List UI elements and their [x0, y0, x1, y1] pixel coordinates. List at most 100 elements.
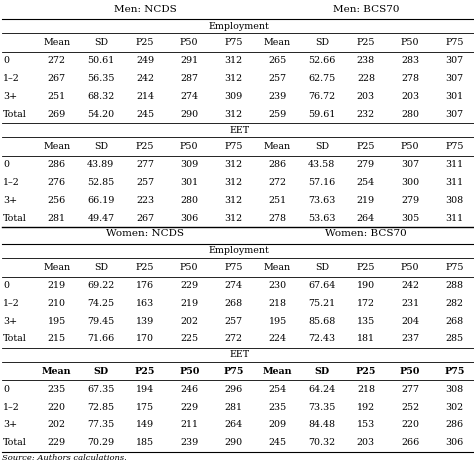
Text: 239: 239 — [268, 92, 287, 101]
Text: 79.45: 79.45 — [87, 316, 115, 326]
Text: 283: 283 — [401, 56, 419, 66]
Text: 84.48: 84.48 — [308, 420, 335, 430]
Text: 67.64: 67.64 — [308, 281, 336, 290]
Text: 252: 252 — [401, 402, 419, 412]
Text: Mean: Mean — [43, 142, 70, 151]
Text: 290: 290 — [224, 438, 243, 447]
Text: P50: P50 — [401, 263, 419, 272]
Text: 288: 288 — [445, 281, 463, 290]
Text: P75: P75 — [445, 38, 464, 47]
Text: 311: 311 — [445, 160, 464, 169]
Text: 210: 210 — [48, 299, 66, 308]
Text: 307: 307 — [445, 74, 464, 83]
Text: 291: 291 — [180, 56, 198, 66]
Text: 282: 282 — [445, 299, 463, 308]
Text: 3+: 3+ — [3, 420, 18, 430]
Text: 306: 306 — [180, 213, 198, 223]
Text: 285: 285 — [445, 334, 464, 344]
Text: 272: 272 — [224, 334, 242, 344]
Text: 286: 286 — [47, 160, 66, 169]
Text: 1–2: 1–2 — [3, 74, 20, 83]
Text: 195: 195 — [47, 316, 66, 326]
Text: 231: 231 — [401, 299, 419, 308]
Text: 49.47: 49.47 — [87, 213, 114, 223]
Text: 286: 286 — [445, 420, 464, 430]
Text: 76.72: 76.72 — [308, 92, 335, 101]
Text: 296: 296 — [224, 385, 243, 394]
Text: 242: 242 — [136, 74, 154, 83]
Text: 269: 269 — [47, 110, 66, 119]
Text: P25: P25 — [356, 366, 376, 376]
Text: 309: 309 — [180, 160, 198, 169]
Text: P50: P50 — [180, 263, 199, 272]
Text: 238: 238 — [357, 56, 375, 66]
Text: EET: EET — [229, 125, 249, 135]
Text: 251: 251 — [268, 196, 287, 205]
Text: 280: 280 — [401, 110, 419, 119]
Text: 175: 175 — [136, 402, 154, 412]
Text: 308: 308 — [445, 196, 464, 205]
Text: 211: 211 — [180, 420, 198, 430]
Text: 230: 230 — [268, 281, 287, 290]
Text: 68.32: 68.32 — [87, 92, 115, 101]
Text: 0: 0 — [3, 385, 9, 394]
Text: 53.63: 53.63 — [308, 213, 336, 223]
Text: 70.32: 70.32 — [308, 438, 335, 447]
Text: 67.35: 67.35 — [87, 385, 115, 394]
Text: 229: 229 — [47, 438, 66, 447]
Text: 312: 312 — [224, 213, 243, 223]
Text: 312: 312 — [224, 178, 243, 187]
Text: P75: P75 — [224, 38, 243, 47]
Text: P25: P25 — [136, 263, 155, 272]
Text: 75.21: 75.21 — [308, 299, 335, 308]
Text: 229: 229 — [180, 281, 198, 290]
Text: 301: 301 — [445, 92, 464, 101]
Text: 232: 232 — [357, 110, 375, 119]
Text: 50.61: 50.61 — [87, 56, 115, 66]
Text: 257: 257 — [136, 178, 154, 187]
Text: 153: 153 — [357, 420, 375, 430]
Text: 235: 235 — [268, 402, 287, 412]
Text: 85.68: 85.68 — [308, 316, 336, 326]
Text: P25: P25 — [136, 38, 155, 47]
Text: 1–2: 1–2 — [3, 178, 20, 187]
Text: 43.89: 43.89 — [87, 160, 115, 169]
Text: 139: 139 — [136, 316, 154, 326]
Text: 264: 264 — [224, 420, 243, 430]
Text: 279: 279 — [401, 196, 419, 205]
Text: 272: 272 — [269, 178, 287, 187]
Text: 73.63: 73.63 — [308, 196, 336, 205]
Text: 203: 203 — [357, 438, 375, 447]
Text: P50: P50 — [180, 142, 199, 151]
Text: 72.43: 72.43 — [308, 334, 335, 344]
Text: Mean: Mean — [263, 366, 292, 376]
Text: 267: 267 — [47, 74, 66, 83]
Text: 237: 237 — [401, 334, 419, 344]
Text: 272: 272 — [48, 56, 66, 66]
Text: 307: 307 — [445, 56, 464, 66]
Text: 219: 219 — [47, 281, 66, 290]
Text: 3+: 3+ — [3, 196, 18, 205]
Text: 309: 309 — [224, 92, 243, 101]
Text: 0: 0 — [3, 281, 9, 290]
Text: 69.22: 69.22 — [87, 281, 115, 290]
Text: P50: P50 — [401, 38, 419, 47]
Text: 277: 277 — [136, 160, 154, 169]
Text: 203: 203 — [357, 92, 375, 101]
Text: 57.16: 57.16 — [308, 178, 336, 187]
Text: 242: 242 — [401, 281, 419, 290]
Text: P50: P50 — [400, 366, 420, 376]
Text: 279: 279 — [357, 160, 375, 169]
Text: 176: 176 — [136, 281, 154, 290]
Text: SD: SD — [94, 142, 108, 151]
Text: 74.25: 74.25 — [87, 299, 114, 308]
Text: Men: NCDS: Men: NCDS — [114, 5, 176, 14]
Text: 264: 264 — [357, 213, 375, 223]
Text: 64.24: 64.24 — [308, 385, 335, 394]
Text: 172: 172 — [357, 299, 375, 308]
Text: 3+: 3+ — [3, 92, 18, 101]
Text: 215: 215 — [47, 334, 66, 344]
Text: 70.29: 70.29 — [87, 438, 114, 447]
Text: P50: P50 — [180, 38, 199, 47]
Text: 77.35: 77.35 — [87, 420, 115, 430]
